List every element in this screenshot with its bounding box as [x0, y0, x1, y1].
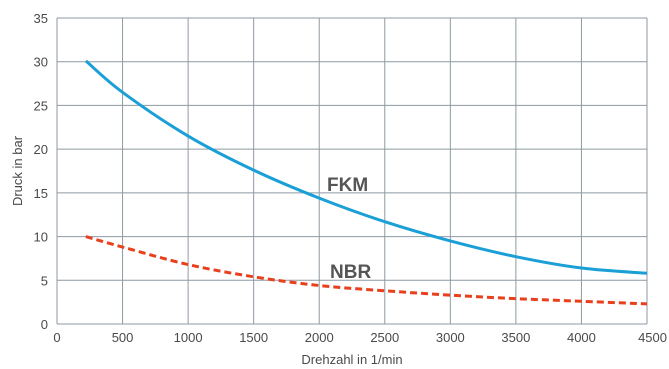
x-tick-label: 3500: [501, 330, 530, 345]
series-line-fkm: [84, 59, 648, 275]
x-tick-label: 4500: [638, 330, 667, 345]
x-tick-label: 4000: [567, 330, 596, 345]
x-tick-label: 2000: [305, 330, 334, 345]
plot-area: [57, 18, 647, 324]
x-tick-label: 1500: [239, 330, 268, 345]
x-tick-label: 1000: [174, 330, 203, 345]
grid: [56, 17, 648, 325]
x-axis-label: Drehzahl in 1/min: [301, 352, 402, 367]
y-tick-label: 35: [34, 11, 48, 26]
series-label-nbr: NBR: [330, 262, 371, 283]
y-tick-label: 0: [41, 317, 48, 332]
series-line-nbr: [85, 235, 648, 306]
y-tick-label: 30: [34, 55, 48, 70]
y-axis-label: Druck in bar: [10, 135, 25, 206]
y-tick-label: 15: [34, 186, 48, 201]
y-tick-labels: 0 5 10 15 20 25 30 35: [34, 11, 48, 332]
x-tick-label: 2500: [370, 330, 399, 345]
y-tick-label: 25: [34, 98, 48, 113]
x-tick-label: 0: [53, 330, 60, 345]
y-tick-label: 5: [41, 273, 48, 288]
x-tick-label: 500: [112, 330, 134, 345]
series-lines: [84, 59, 648, 306]
x-tick-label: 3000: [436, 330, 465, 345]
x-tick-labels: 0 500 1000 1500 2000 2500 3000 3500 4000 4500: [53, 330, 667, 345]
y-tick-label: 20: [34, 142, 48, 157]
y-tick-label: 10: [34, 230, 48, 245]
series-label-fkm: FKM: [327, 175, 368, 196]
